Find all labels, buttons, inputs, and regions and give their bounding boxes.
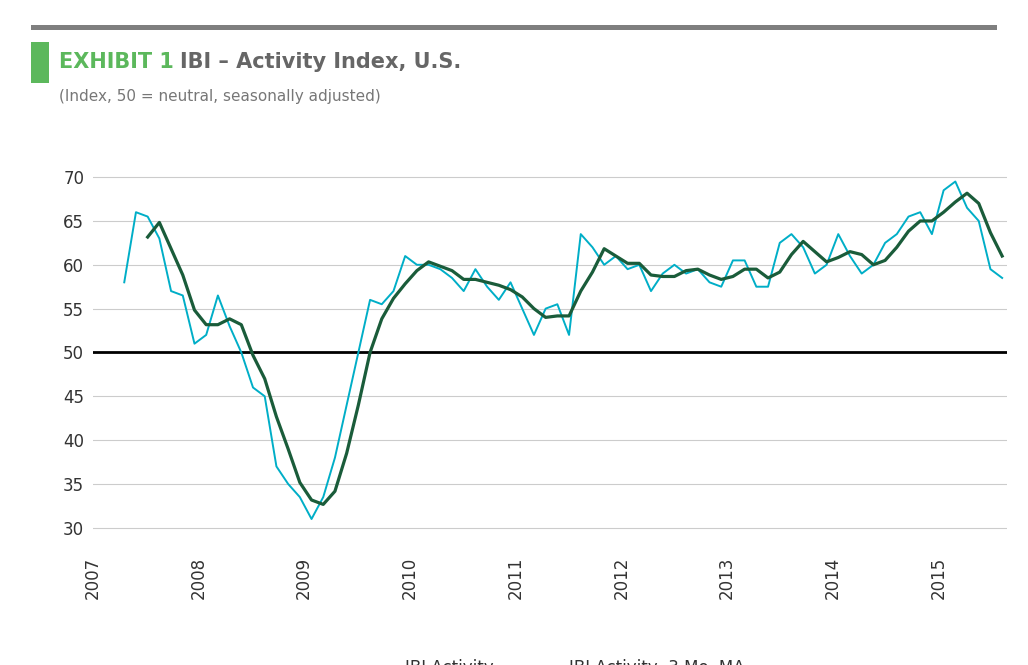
IBI Activity [692,265,704,273]
IBI Activity [305,515,318,523]
IBI Activity, 3 Mo. MA [820,258,833,266]
IBI Activity [996,274,1008,282]
Text: IBI – Activity Index, U.S.: IBI – Activity Index, U.S. [180,52,462,72]
IBI Activity, 3 Mo. MA [575,287,587,295]
Legend: IBI Activity, IBI Activity, 3 Mo. MA: IBI Activity, IBI Activity, 3 Mo. MA [348,652,751,665]
Line: IBI Activity: IBI Activity [124,182,1002,519]
IBI Activity, 3 Mo. MA [423,258,435,266]
IBI Activity [715,283,728,291]
IBI Activity, 3 Mo. MA [996,252,1008,260]
Text: (Index, 50 = neutral, seasonally adjusted): (Index, 50 = neutral, seasonally adjuste… [59,89,380,104]
IBI Activity [586,243,598,251]
IBI Activity [832,230,844,238]
IBI Activity, 3 Mo. MA [680,267,692,275]
IBI Activity, 3 Mo. MA [703,271,715,279]
Text: EXHIBIT 1: EXHIBIT 1 [59,52,174,72]
Line: IBI Activity, 3 Mo. MA: IBI Activity, 3 Mo. MA [148,194,1002,504]
IBI Activity [200,331,213,339]
IBI Activity [118,279,131,287]
IBI Activity [949,178,961,186]
IBI Activity, 3 Mo. MA [200,321,213,329]
IBI Activity [434,265,446,273]
